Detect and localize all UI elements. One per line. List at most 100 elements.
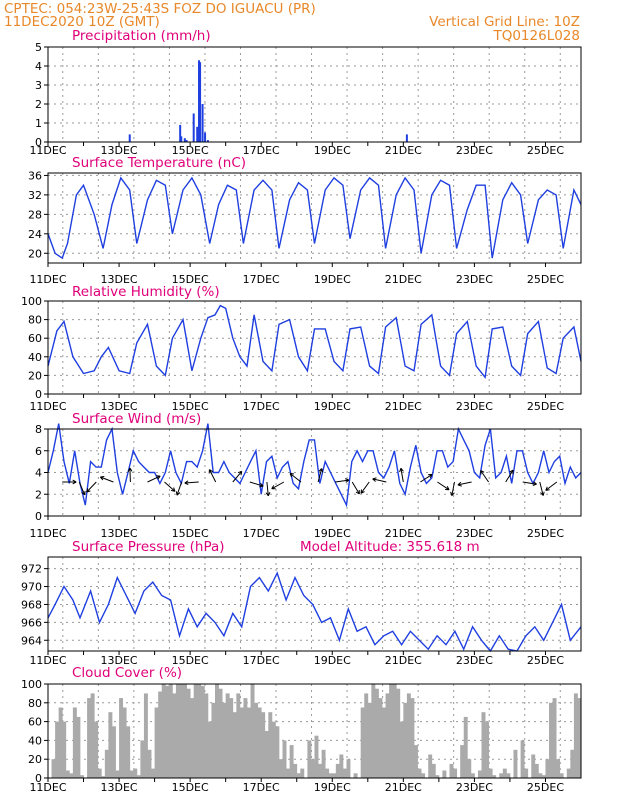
wind-xtick-label: 11DEC [29, 527, 66, 540]
wind-series-line [47, 423, 582, 508]
cloud-cover-bar [243, 698, 248, 778]
cloud-cover-bar [236, 693, 241, 778]
cloud-cover-bar [51, 759, 56, 778]
cloud-cover-bar [545, 759, 550, 778]
wind-direction-arrow [351, 481, 360, 495]
wind-xtick-label: 19DEC [314, 527, 351, 540]
cloud-cover-bar [151, 768, 155, 778]
cloud-cover-ytick-label: 20 [28, 753, 42, 766]
cloud-cover-bar [328, 773, 333, 778]
pressure-ytick-label: 966 [21, 616, 42, 629]
cloud-cover-bar [229, 698, 234, 778]
cloud-cover-bar [538, 773, 543, 778]
cloud-cover-bar [513, 749, 518, 778]
temperature-series-line [47, 176, 582, 260]
precipitation-bar [196, 126, 199, 142]
cloud-cover-bar [136, 775, 141, 778]
precipitation-bar [206, 140, 209, 142]
cloud-cover-bar [492, 775, 497, 778]
cloud-cover-bar [175, 684, 180, 778]
cloud-cover-xtick-label: 17DEC [243, 781, 280, 794]
cloud-cover-bar [286, 768, 291, 778]
precipitation-xtick-label: 21DEC [385, 144, 422, 157]
cloud-cover-bar [499, 773, 504, 778]
wind-direction-arrow [78, 481, 86, 496]
cloud-cover-bar [104, 749, 109, 778]
cloud-cover-bar [549, 702, 553, 778]
cloud-cover-bar [378, 698, 383, 778]
cloud-cover-bar [364, 693, 369, 778]
cloud-cover-bar [111, 726, 116, 778]
pressure-xtick-label: 15DEC [172, 654, 209, 667]
precipitation-bar [183, 138, 186, 142]
cloud-cover-bar [442, 770, 447, 778]
cloud-cover-bar [534, 763, 539, 778]
cloud-cover-bar [389, 684, 394, 778]
precipitation-bar [128, 134, 131, 142]
wind-direction-arrow [457, 481, 472, 487]
precipitation-title: Precipitation (mm/h) [72, 28, 211, 44]
cloud-cover-bar [385, 693, 390, 778]
cloud-cover-bar [143, 693, 148, 778]
cloud-cover-bar [257, 707, 262, 778]
cloud-cover-bar [147, 749, 152, 778]
wind-ytick-label: 4 [35, 467, 42, 480]
humidity-xtick-label: 15DEC [172, 400, 209, 413]
cloud-cover-bar [552, 698, 557, 778]
cloud-cover-bar [335, 763, 340, 778]
cloud-cover-bar [218, 688, 223, 778]
cloud-cover-bar [200, 685, 205, 778]
humidity-ytick-label: 0 [35, 388, 42, 401]
temperature-xtick-label: 23DEC [456, 273, 493, 286]
pressure-series-line [47, 571, 582, 653]
cloud-cover-panel: Cloud Cover (%) 0 20 40 60 80 100 11DEC 13DEC 15D… [21, 665, 582, 794]
cloud-cover-bar [321, 749, 326, 778]
cloud-cover-bar [410, 698, 415, 778]
wind-ytick-label: 2 [35, 488, 42, 501]
cloud-cover-ytick-label: 60 [28, 716, 42, 729]
cloud-cover-bar [488, 768, 493, 778]
cloud-cover-bar [126, 726, 131, 778]
wind-direction-arrow [360, 481, 370, 494]
cloud-cover-xtick-label: 15DEC [172, 781, 209, 794]
wind-direction-arrow [127, 467, 133, 483]
wind-direction-arrow [420, 473, 433, 483]
cloud-cover-xtick-label: 25DEC [527, 781, 564, 794]
cloud-cover-bar [460, 745, 465, 778]
cloud-cover-bar [346, 759, 351, 778]
cloud-cover-bar [65, 770, 70, 778]
precipitation-xtick-label: 23DEC [456, 144, 493, 157]
cloud-cover-bar [374, 688, 379, 778]
wind-xtick-label: 15DEC [172, 527, 209, 540]
cloud-cover-bar [413, 745, 418, 778]
cloud-cover-bar [318, 763, 323, 778]
cloud-cover-bar [573, 693, 578, 778]
wind-direction-arrow [99, 476, 114, 483]
wind-direction-arrow [399, 467, 404, 483]
precipitation-ytick-label: 5 [35, 41, 42, 54]
cloud-cover-bar [261, 712, 266, 778]
temperature-xtick-label: 17DEC [243, 273, 280, 286]
cloud-cover-bar [371, 684, 376, 778]
humidity-ytick-label: 80 [28, 314, 42, 327]
precipitation-xtick-label: 25DEC [527, 144, 564, 157]
cloud-cover-bar [556, 759, 561, 778]
humidity-xtick-label: 19DEC [314, 400, 351, 413]
cloud-cover-bar [79, 775, 84, 778]
cloud-cover-xtick-label: 23DEC [456, 781, 493, 794]
cloud-cover-bar [403, 702, 408, 778]
cloud-cover-bar [222, 702, 227, 778]
cloud-cover-bar [506, 773, 511, 778]
temperature-xtick-label: 19DEC [314, 273, 351, 286]
cloud-cover-bar [339, 754, 344, 778]
wind-direction-arrow [232, 470, 243, 483]
cloud-cover-bar [360, 707, 365, 778]
cloud-cover-bar [190, 698, 195, 778]
cloud-cover-bar [428, 754, 433, 778]
cloud-cover-bar [58, 707, 63, 778]
cloud-cover-bar [406, 693, 411, 778]
wind-direction-arrow [208, 469, 217, 483]
cloud-cover-xtick-label: 11DEC [29, 781, 66, 794]
humidity-ytick-label: 20 [28, 369, 42, 382]
wind-direction-arrow [317, 468, 324, 483]
